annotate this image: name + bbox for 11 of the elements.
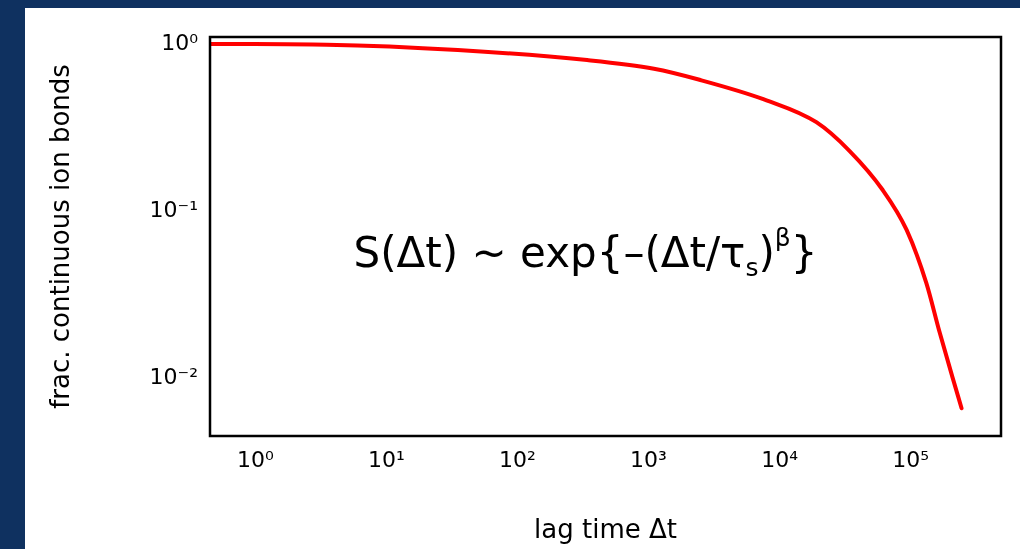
- y-tick-label: 10⁻¹: [149, 196, 198, 222]
- y-tick-label: 10⁻²: [149, 363, 198, 389]
- x-tick-label: 10³: [630, 446, 667, 472]
- x-axis-title: lag time Δt: [534, 514, 677, 545]
- y-tick-label: 10⁰: [161, 29, 199, 55]
- x-tick-label: 10²: [499, 446, 536, 472]
- x-tick-label: 10⁵: [892, 446, 929, 472]
- x-tick-label: 10⁴: [761, 446, 799, 472]
- y-axis-title: frac. continuous ion bonds: [45, 64, 76, 409]
- x-tick-label: 10¹: [368, 446, 405, 472]
- x-tick-label: 10⁰: [237, 446, 275, 472]
